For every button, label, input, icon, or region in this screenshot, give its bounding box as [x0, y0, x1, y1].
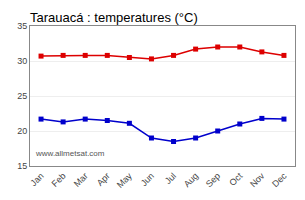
svg-text:35: 35	[17, 21, 27, 31]
svg-text:Dec: Dec	[270, 170, 289, 189]
svg-text:www.allmetsat.com: www.allmetsat.com	[35, 149, 105, 158]
svg-text:Aug: Aug	[182, 171, 200, 189]
svg-text:Jul: Jul	[163, 171, 178, 186]
svg-text:Mar: Mar	[72, 171, 90, 189]
svg-text:Jan: Jan	[28, 171, 45, 188]
svg-text:Sep: Sep	[204, 171, 222, 189]
svg-text:May: May	[115, 170, 134, 189]
svg-text:Feb: Feb	[50, 171, 68, 189]
svg-text:Apr: Apr	[95, 171, 112, 188]
svg-text:Oct: Oct	[227, 170, 244, 187]
svg-text:Jun: Jun	[139, 171, 156, 188]
svg-text:30: 30	[17, 56, 27, 66]
svg-text:25: 25	[17, 91, 27, 101]
svg-text:15: 15	[17, 161, 27, 171]
svg-text:20: 20	[17, 126, 27, 136]
svg-text:Nov: Nov	[248, 170, 267, 189]
svg-text:Tarauacá : temperatures (°C): Tarauacá : temperatures (°C)	[30, 10, 198, 25]
